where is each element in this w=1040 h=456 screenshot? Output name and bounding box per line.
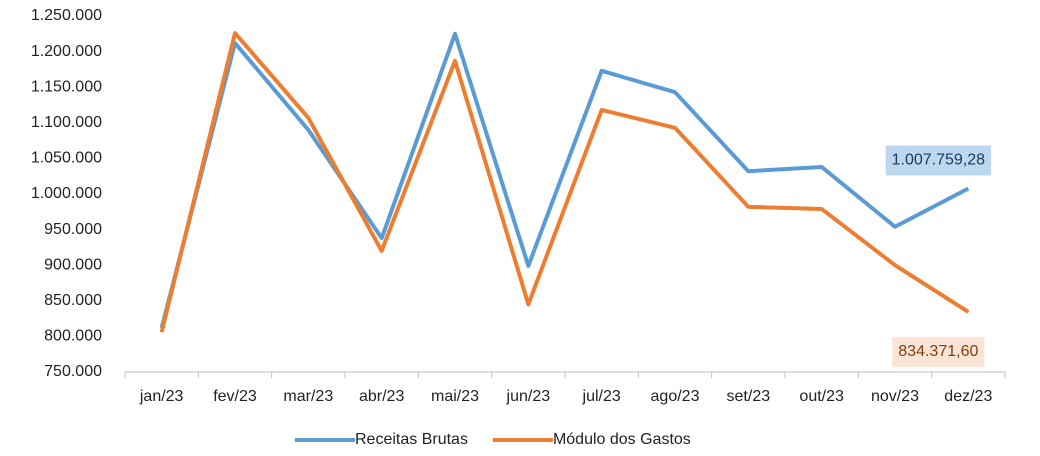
data-label: 1.007.759,28	[892, 152, 986, 169]
x-tick-label: set/23	[727, 388, 771, 405]
x-tick-label: jul/23	[582, 388, 621, 405]
x-tick-label: jun/23	[506, 388, 551, 405]
x-tick-label: out/23	[799, 388, 844, 405]
y-tick-label: 750.000	[44, 363, 102, 380]
y-tick-label: 1.200.000	[31, 43, 102, 60]
legend-label: Receitas Brutas	[355, 431, 468, 448]
y-tick-label: 950.000	[44, 221, 102, 238]
x-tick-label: ago/23	[651, 388, 700, 405]
x-tick-label: mar/23	[283, 388, 333, 405]
data-label: 834.371,60	[898, 343, 978, 360]
y-tick-label: 900.000	[44, 256, 102, 273]
y-tick-label: 1.150.000	[31, 78, 102, 95]
y-tick-label: 850.000	[44, 292, 102, 309]
x-tick-label: dez/23	[944, 388, 992, 405]
x-tick-label: jan/23	[139, 388, 184, 405]
series-line	[159, 31, 970, 333]
x-tick-label: mai/23	[431, 388, 479, 405]
y-tick-label: 1.050.000	[31, 150, 102, 167]
x-tick-label: fev/23	[213, 388, 257, 405]
y-tick-label: 1.100.000	[31, 114, 102, 131]
series-line	[159, 31, 970, 329]
y-tick-label: 1.250.000	[31, 7, 102, 24]
data-label-box	[885, 145, 992, 176]
x-tick-label: nov/23	[871, 388, 919, 405]
x-tick-label: abr/23	[359, 388, 404, 405]
data-label-box	[892, 336, 985, 367]
y-tick-label: 1.000.000	[31, 185, 102, 202]
legend-label: Módulo dos Gastos	[553, 431, 691, 448]
y-tick-label: 800.000	[44, 328, 102, 345]
